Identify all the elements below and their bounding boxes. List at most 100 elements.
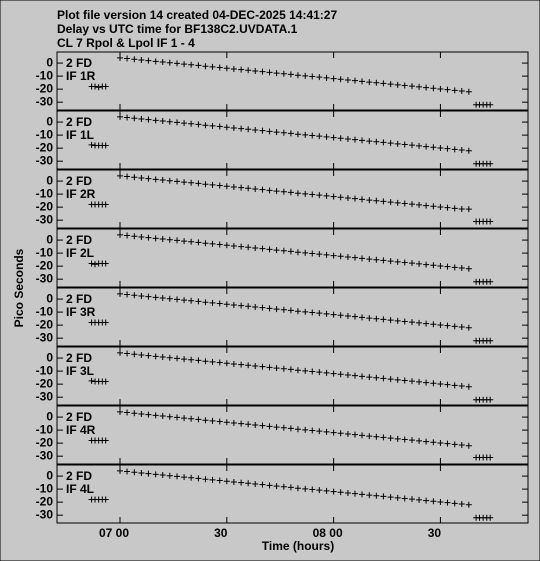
panel-name: IF 1L — [66, 128, 94, 142]
data-point — [323, 310, 330, 317]
data-point — [238, 361, 245, 368]
data-point — [302, 131, 309, 138]
data-point — [416, 201, 423, 208]
y-axis-label: Pico Seconds — [12, 248, 26, 327]
data-point — [266, 482, 273, 489]
y-tick-label: -20 — [36, 258, 54, 272]
data-point — [465, 88, 472, 95]
data-point — [437, 440, 444, 447]
data-point — [344, 254, 351, 261]
data-point — [280, 483, 287, 490]
y-tick-label: 0 — [46, 114, 53, 128]
data-point — [287, 71, 294, 78]
data-point — [152, 412, 159, 419]
data-point — [337, 371, 344, 378]
panel-frame — [56, 287, 529, 347]
data-point — [117, 290, 124, 297]
data-point — [287, 425, 294, 432]
data-point — [230, 183, 237, 190]
data-point — [337, 253, 344, 260]
data-point — [145, 293, 152, 300]
title-line: CL 7 Rpol & Lpol IF 1 - 4 — [57, 36, 195, 50]
data-point — [351, 313, 358, 320]
data-point — [387, 140, 394, 147]
data-point — [273, 70, 280, 77]
data-point — [373, 197, 380, 204]
data-point — [252, 304, 259, 311]
data-point — [330, 370, 337, 377]
panel-name: IF 4R — [66, 423, 96, 437]
data-point — [102, 142, 109, 149]
data-point — [138, 174, 145, 181]
data-point — [266, 364, 273, 371]
data-point — [195, 298, 202, 305]
data-point — [330, 429, 337, 436]
data-point — [401, 141, 408, 148]
data-point — [302, 190, 309, 197]
data-point — [188, 61, 195, 68]
data-point — [359, 373, 366, 380]
data-point — [174, 119, 181, 126]
data-point — [131, 292, 138, 299]
data-point — [409, 496, 416, 503]
data-point — [245, 67, 252, 74]
data-point — [181, 415, 188, 422]
data-point — [131, 351, 138, 358]
data-point — [458, 146, 465, 153]
y-tick-label: 0 — [46, 350, 53, 364]
data-point — [238, 184, 245, 191]
data-point — [145, 352, 152, 359]
data-point — [444, 86, 451, 93]
data-point — [124, 232, 131, 239]
data-point — [216, 477, 223, 484]
data-point — [401, 259, 408, 266]
data-point — [423, 379, 430, 386]
data-point — [195, 121, 202, 128]
data-point — [138, 410, 145, 417]
data-point — [280, 188, 287, 195]
data-point — [416, 260, 423, 267]
data-point — [309, 368, 316, 375]
data-point — [409, 260, 416, 267]
data-point — [216, 123, 223, 130]
data-point — [451, 500, 458, 507]
data-point — [465, 206, 472, 213]
data-point — [387, 435, 394, 442]
data-point — [117, 349, 124, 356]
data-point — [337, 76, 344, 83]
data-point — [323, 487, 330, 494]
data-point — [223, 360, 230, 367]
panel-label: 2 FD — [66, 233, 92, 247]
data-point — [380, 434, 387, 441]
data-point — [316, 487, 323, 494]
data-point — [174, 60, 181, 67]
data-point — [366, 374, 373, 381]
data-point — [145, 234, 152, 241]
data-point — [437, 86, 444, 93]
data-point — [230, 242, 237, 249]
data-point — [138, 233, 145, 240]
data-point — [337, 489, 344, 496]
data-point — [259, 127, 266, 134]
x-tick-label: 07 00 — [99, 526, 129, 540]
panel-label: 2 FD — [66, 115, 92, 129]
data-point — [409, 378, 416, 385]
panel-name: IF 3L — [66, 364, 94, 378]
data-point — [223, 478, 230, 485]
y-tick-label: -10 — [36, 245, 54, 259]
data-point — [416, 496, 423, 503]
data-point — [409, 201, 416, 208]
data-point — [152, 353, 159, 360]
data-point — [124, 468, 131, 475]
data-point — [409, 83, 416, 90]
data-point — [166, 354, 173, 361]
data-point — [394, 81, 401, 88]
data-point — [138, 469, 145, 476]
data-point — [159, 295, 166, 302]
data-point — [124, 350, 131, 357]
data-point — [238, 125, 245, 132]
data-point — [230, 301, 237, 308]
data-point — [302, 308, 309, 315]
data-point — [238, 66, 245, 73]
data-point — [309, 309, 316, 316]
